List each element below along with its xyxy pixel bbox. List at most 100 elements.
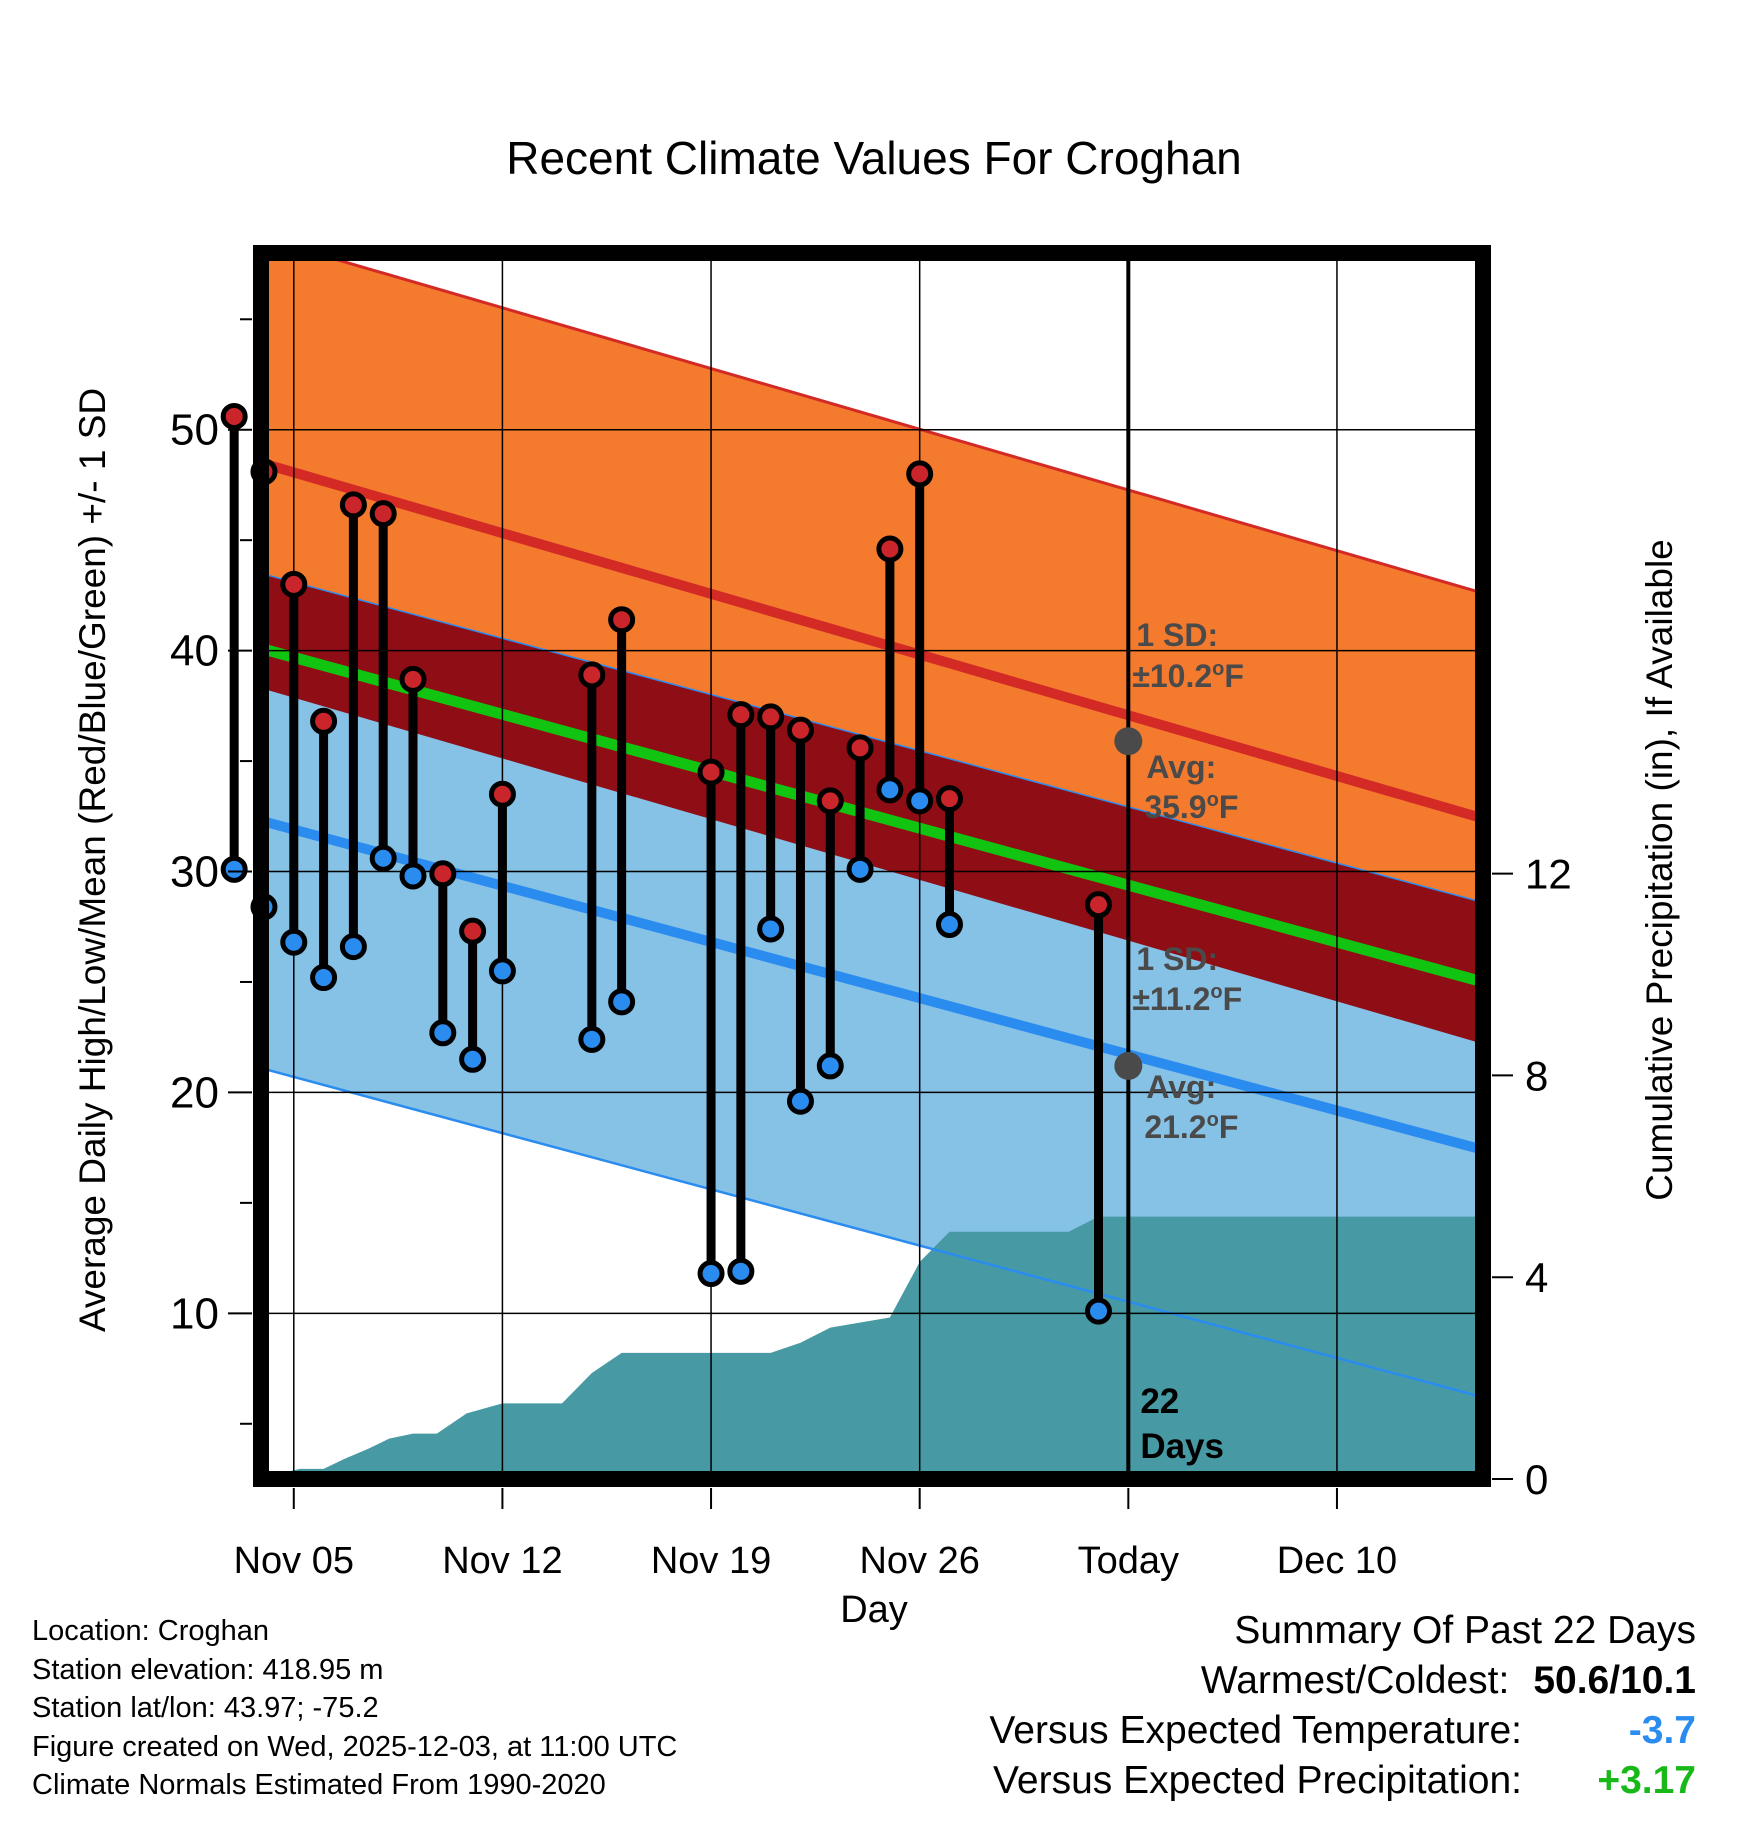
- obs-low-marker: [369, 844, 397, 872]
- y-tick-label: 30: [170, 848, 219, 897]
- latlon-text: Station lat/lon: 43.97; -75.2: [32, 1692, 379, 1724]
- summary-panel: Summary Of Past 22 Days Warmest/Coldest:…: [989, 1606, 1696, 1806]
- y2-tick-label: 4: [1525, 1254, 1548, 1301]
- low-avg-today-dot: [1114, 1051, 1143, 1080]
- y-tick-label: 50: [170, 406, 219, 455]
- low-sd-value: ±11.2oF: [1132, 981, 1242, 1017]
- precip-label: Versus Expected Precipitation:: [993, 1759, 1522, 1802]
- obs-low-marker: [220, 855, 248, 883]
- chart-title: Recent Climate Values For Croghan: [506, 132, 1241, 184]
- obs-low-marker: [399, 862, 427, 890]
- obs-low-marker: [816, 1052, 844, 1080]
- obs-low-marker: [429, 1019, 457, 1047]
- y-axis-label: Average Daily High/Low/Mean (Red/Blue/Gr…: [72, 388, 113, 1332]
- elevation-text: Station elevation: 418.95 m: [32, 1653, 384, 1686]
- x-tick-label: Nov 26: [859, 1540, 979, 1582]
- obs-low-marker: [488, 957, 516, 985]
- y2-tick-label: 0: [1525, 1456, 1548, 1503]
- days-count-word: Days: [1140, 1427, 1224, 1466]
- obs-high-marker: [876, 535, 904, 563]
- y2-tick-label: 8: [1525, 1052, 1548, 1099]
- obs-high-marker: [310, 707, 338, 735]
- obs-high-marker: [846, 734, 874, 762]
- obs-high-marker: [757, 703, 785, 731]
- y2-axis-label: Cumulative Precipitation (in), If Availa…: [1639, 539, 1680, 1201]
- high-sd-title: 1 SD:: [1136, 617, 1218, 653]
- obs-low-marker: [876, 776, 904, 804]
- obs-high-marker: [429, 860, 457, 888]
- temp-label: Versus Expected Temperature:: [989, 1709, 1522, 1752]
- x-tick-label: Dec 10: [1277, 1540, 1397, 1582]
- obs-low-marker: [697, 1260, 725, 1288]
- plot-frame: [253, 245, 1491, 1487]
- normals-text: Climate Normals Estimated From 1990-2020: [32, 1769, 606, 1801]
- obs-low-marker: [608, 988, 636, 1016]
- high-avg-title: Avg:: [1146, 749, 1216, 785]
- warmest-label: Warmest/Coldest:: [1200, 1659, 1510, 1702]
- summary-warmest-row: Warmest/Coldest: 50.6/10.1: [989, 1656, 1696, 1706]
- x-tick-label: Today: [1078, 1540, 1179, 1582]
- obs-low-marker: [757, 915, 785, 943]
- obs-low-marker: [459, 1045, 487, 1073]
- obs-low-marker: [727, 1257, 755, 1285]
- obs-high-marker: [280, 570, 308, 598]
- obs-low-marker: [846, 855, 874, 883]
- x-tick-label: Nov 05: [234, 1540, 354, 1582]
- obs-low-marker: [935, 911, 963, 939]
- obs-high-marker: [608, 606, 636, 634]
- obs-high-marker: [369, 500, 397, 528]
- obs-high-marker: [459, 917, 487, 945]
- obs-low-marker: [786, 1087, 814, 1115]
- location-text: Location: Croghan: [32, 1615, 269, 1647]
- precip-area: [261, 1216, 1483, 1479]
- summary-title: Summary Of Past 22 Days: [1234, 1609, 1696, 1652]
- x-axis-label: Day: [840, 1589, 908, 1631]
- high-avg-today-dot: [1114, 727, 1143, 756]
- low-avg-value: 21.2oF: [1144, 1109, 1238, 1145]
- obs-high-marker: [339, 491, 367, 519]
- y-tick-label: 10: [170, 1289, 219, 1338]
- obs-low-marker: [578, 1025, 606, 1053]
- created-text: Figure created on Wed, 2025-12-03, at 11…: [32, 1730, 678, 1763]
- summary-precip-row: Versus Expected Precipitation: +3.17: [989, 1756, 1696, 1806]
- y-tick-label: 20: [170, 1068, 219, 1117]
- obs-high-marker: [697, 758, 725, 786]
- temp-value: -3.7: [1628, 1709, 1696, 1752]
- obs-low-marker: [310, 964, 338, 992]
- low-sd-title: 1 SD:: [1136, 941, 1218, 977]
- obs-low-marker: [906, 787, 934, 815]
- days-count-number: 22: [1140, 1382, 1179, 1421]
- obs-high-marker: [786, 716, 814, 744]
- obs-low-marker: [1085, 1297, 1113, 1325]
- x-tick-label: Nov 19: [651, 1540, 771, 1582]
- obs-high-marker: [935, 785, 963, 813]
- warmest-value: 50.6/10.1: [1533, 1659, 1696, 1702]
- high-avg-value: 35.9oF: [1144, 789, 1238, 825]
- low-avg-line: [261, 815, 1483, 1155]
- low-sd-lower-edge: [261, 1066, 1483, 1399]
- low-sd-upper-edge: [261, 572, 1483, 904]
- high-sd-upper-edge: [308, 253, 1483, 595]
- overlap-band: [261, 573, 1483, 1044]
- y2-tick-label: 12: [1525, 851, 1572, 898]
- obs-high-marker: [816, 787, 844, 815]
- high-sd-value: ±10.2oF: [1132, 658, 1244, 694]
- obs-high-marker: [727, 701, 755, 729]
- x-tick-label: Nov 12: [442, 1540, 562, 1582]
- y-tick-label: 40: [170, 627, 219, 676]
- obs-high-marker: [399, 665, 427, 693]
- obs-high-marker: [488, 780, 516, 808]
- mean-avg-line: [261, 643, 1483, 988]
- obs-high-marker: [220, 402, 248, 430]
- obs-low-marker: [339, 933, 367, 961]
- summary-temp-row: Versus Expected Temperature: -3.7: [989, 1706, 1696, 1756]
- obs-high-marker: [1085, 891, 1113, 919]
- low-avg-title: Avg:: [1146, 1069, 1216, 1105]
- station-info: Location: Croghan Station elevation: 418…: [32, 1612, 677, 1805]
- obs-high-marker: [578, 661, 606, 689]
- obs-low-marker: [280, 928, 308, 956]
- obs-high-marker: [906, 460, 934, 488]
- precip-value: +3.17: [1597, 1759, 1696, 1802]
- high-avg-line: [261, 458, 1483, 824]
